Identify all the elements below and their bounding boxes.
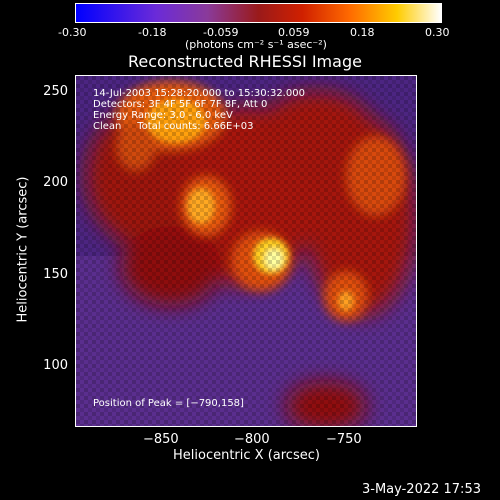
colorbar-tick: 0.30 [425, 26, 450, 39]
x-tick: −750 [326, 432, 362, 447]
colorbar [75, 3, 442, 23]
colorbar-tick: -0.18 [138, 26, 167, 39]
y-axis-label: Heliocentric Y (arcsec) [15, 176, 31, 323]
y-tick: 250 [43, 84, 68, 99]
peak-position: Position of Peak = [−790,158] [93, 398, 244, 409]
x-axis-label: Heliocentric X (arcsec) [173, 448, 320, 463]
solar-image-svg [76, 76, 416, 426]
obs-time: 14-Jul-2003 15:28:20.000 to 15:30:32.000 [93, 88, 305, 99]
solar-image [75, 75, 417, 427]
colorbar-tick: 0.059 [278, 26, 310, 39]
colorbar-units: (photons cm⁻² s⁻¹ asec⁻²) [185, 38, 327, 51]
clean-counts: Clean Total counts: 6.66E+03 [93, 121, 254, 132]
detectors: Detectors: 3F 4F 5F 6F 7F 8F, Att 0 [93, 99, 268, 110]
x-tick: −850 [143, 432, 179, 447]
image-title: Reconstructed RHESSI Image [128, 52, 362, 71]
y-tick: 150 [43, 267, 68, 282]
y-tick: 100 [43, 358, 68, 373]
pixel-grain [76, 76, 416, 426]
energy-range: Energy Range: 3.0 - 6.0 keV [93, 110, 233, 121]
y-tick: 200 [43, 175, 68, 190]
colorbar-tick: -0.059 [203, 26, 239, 39]
colorbar-tick: -0.30 [58, 26, 87, 39]
x-tick: −800 [234, 432, 270, 447]
footer-date: 3-May-2022 17:53 [362, 482, 481, 497]
colorbar-tick: 0.18 [350, 26, 375, 39]
